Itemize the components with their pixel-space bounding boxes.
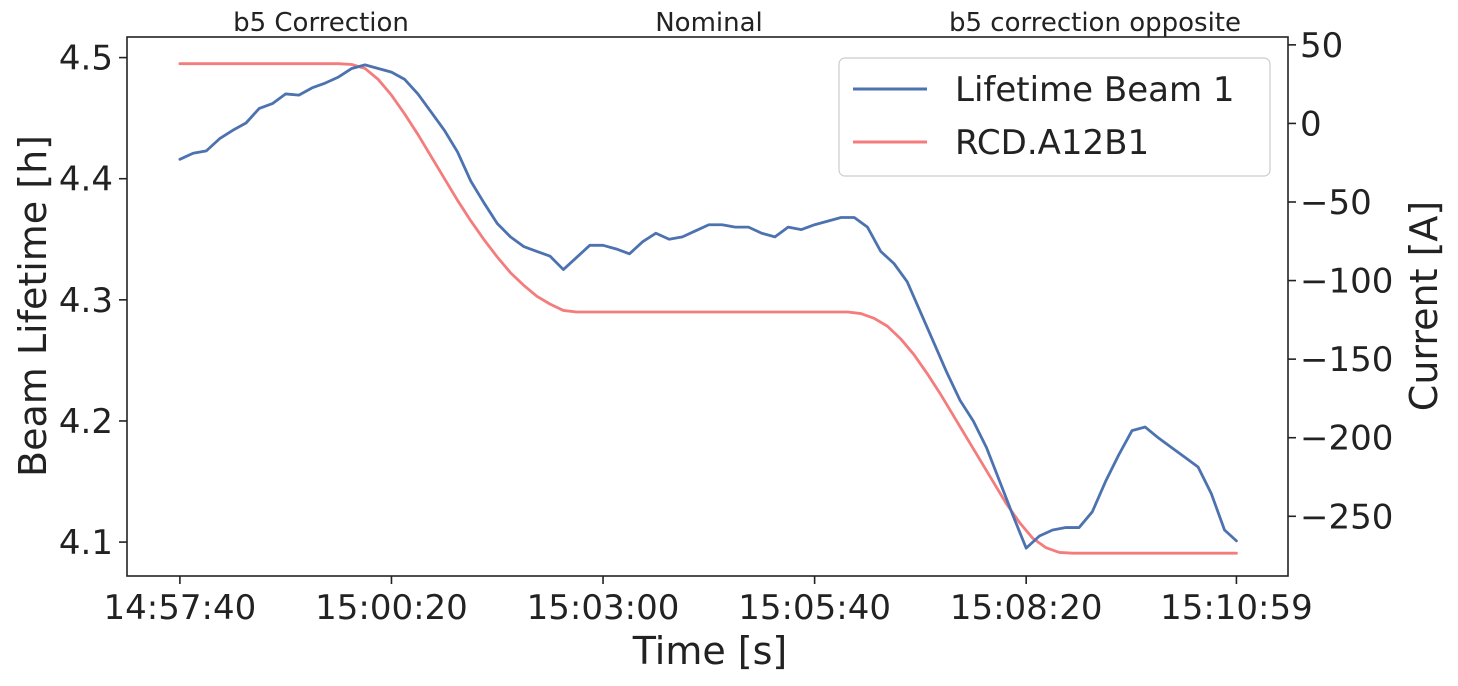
- x-tick-label: 14:57:40: [104, 588, 257, 628]
- right-y-tick-label: 50: [1300, 26, 1343, 66]
- annotation-b5-correction-opposite: b5 correction opposite: [949, 8, 1241, 38]
- right-y-tick-label: −150: [1300, 340, 1393, 380]
- left-y-tick-label: 4.1: [59, 523, 113, 563]
- left-y-tick-label: 4.3: [59, 281, 113, 321]
- right-y-tick-label: −200: [1300, 419, 1393, 459]
- legend-label-lifetime-beam-1: Lifetime Beam 1: [955, 70, 1235, 110]
- left-y-axis-title: Beam Lifetime [h]: [11, 135, 55, 477]
- left-y-tick-label: 4.5: [59, 39, 113, 79]
- right-y-tick-label: −250: [1300, 497, 1393, 537]
- right-y-axis-title: Current [A]: [1402, 201, 1446, 411]
- left-y-tick-label: 4.2: [59, 402, 113, 442]
- annotation-b5-correction: b5 Correction: [233, 8, 409, 38]
- right-y-tick-label: −100: [1300, 262, 1393, 302]
- series-line-rcd-a12b1: [178, 62, 1238, 555]
- left-y-tick-label: 4.4: [59, 160, 113, 200]
- right-y-axis-ticks: 50 0 −50 −100 −150 −200 −250: [1288, 26, 1393, 537]
- right-y-tick-label: 0: [1300, 104, 1322, 144]
- legend-label-rcd-a12b1: RCD.A12B1: [955, 123, 1149, 163]
- x-tick-label: 15:08:20: [950, 588, 1103, 628]
- x-axis-title: Time [s]: [632, 629, 788, 673]
- x-tick-label: 15:00:20: [315, 588, 468, 628]
- legend-box: [838, 57, 1271, 177]
- plot-frame: [126, 36, 1289, 577]
- x-axis-ticks: 14:57:40 15:00:20 15:03:00 15:05:40 15:08:20…: [104, 576, 1313, 628]
- x-tick-label: 15:10:59: [1160, 588, 1313, 628]
- series-layer: [178, 62, 1238, 555]
- series-line-lifetime-beam-1: [178, 63, 1238, 550]
- left-y-axis-ticks: 4.1 4.2 4.3 4.4 4.5: [59, 39, 127, 563]
- x-tick-label: 15:05:40: [738, 588, 891, 628]
- x-tick-label: 15:03:00: [527, 588, 680, 628]
- right-y-tick-label: −50: [1300, 183, 1372, 223]
- legend: Lifetime Beam 1 RCD.A12B1: [838, 57, 1271, 177]
- annotation-nominal: Nominal: [655, 8, 763, 38]
